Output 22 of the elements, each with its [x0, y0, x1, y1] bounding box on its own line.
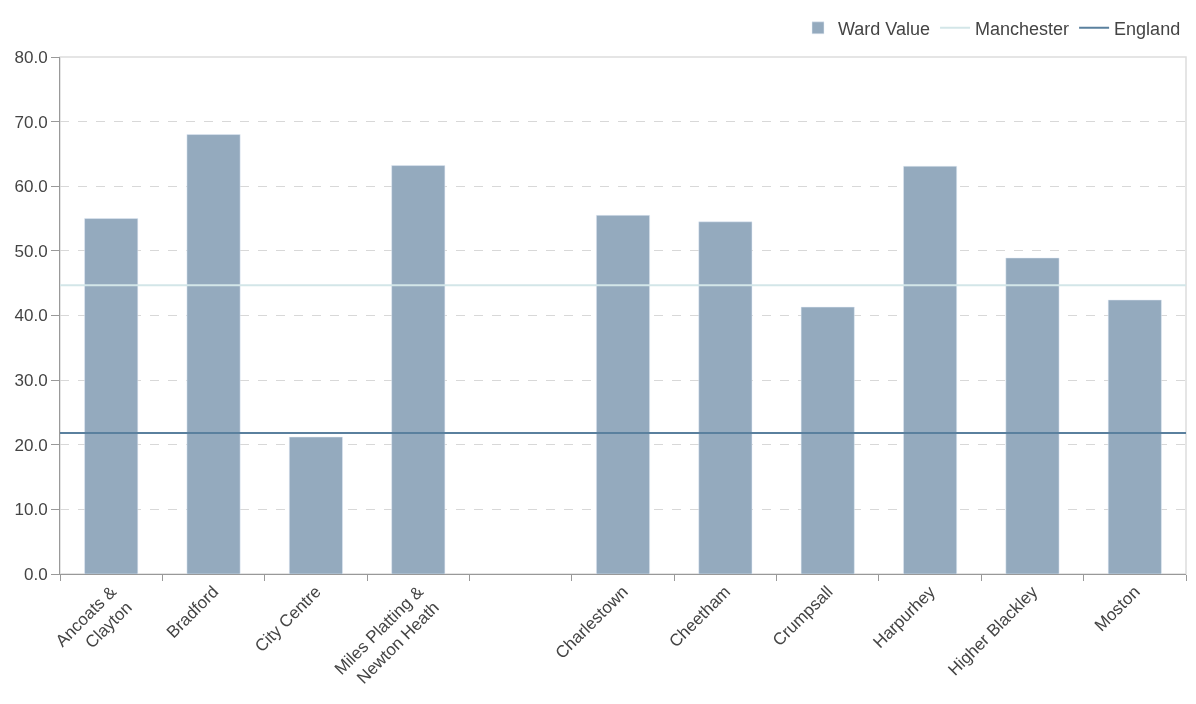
legend-label: Ward Value — [838, 18, 931, 39]
y-tick-label: 20.0 — [14, 435, 48, 455]
bar — [186, 134, 241, 574]
bar — [1107, 299, 1162, 574]
bar — [391, 165, 446, 574]
bar — [903, 165, 957, 574]
y-tick-label: 60.0 — [14, 177, 48, 197]
y-tick-label: 40.0 — [14, 306, 48, 326]
y-tick-label: 50.0 — [14, 241, 48, 261]
bar — [596, 215, 650, 574]
y-tick-label: 10.0 — [14, 500, 48, 520]
bar — [1005, 257, 1060, 574]
y-tick-label: 30.0 — [14, 371, 48, 391]
y-tick-label: 80.0 — [14, 47, 48, 67]
bar — [800, 306, 855, 574]
y-tick-label: 70.0 — [14, 112, 48, 132]
bar — [289, 436, 343, 574]
bar — [84, 218, 139, 574]
y-tick-label: 0.0 — [23, 564, 48, 584]
legend-label: England — [1114, 18, 1181, 39]
bar — [698, 221, 753, 574]
legend-label: Manchester — [975, 18, 1070, 39]
